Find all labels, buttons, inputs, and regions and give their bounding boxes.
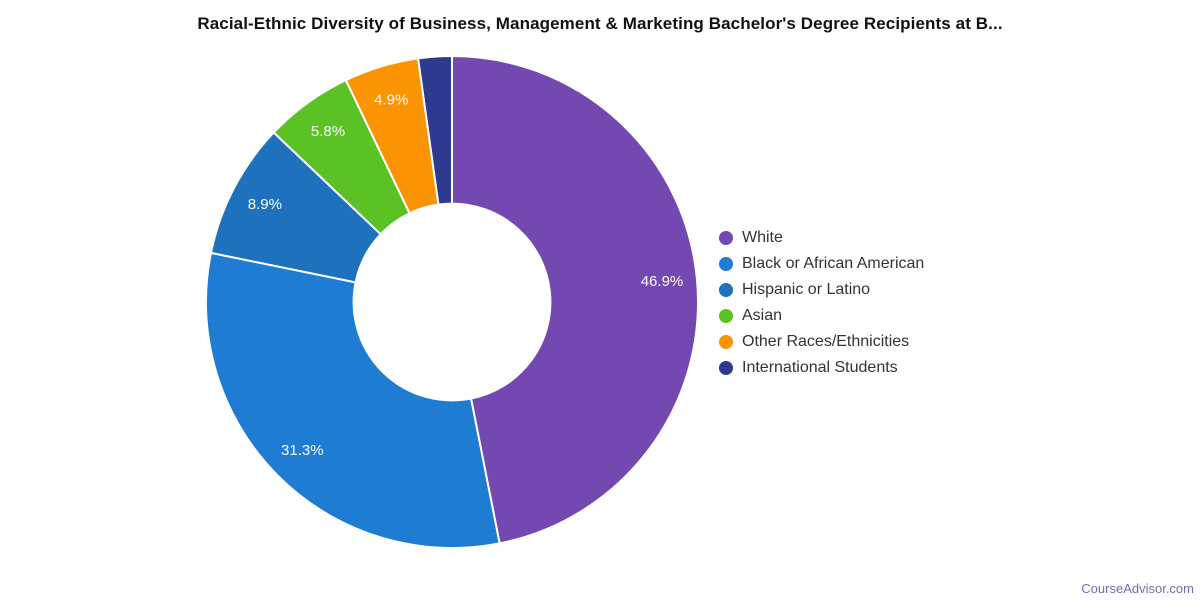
legend-dot-icon	[719, 283, 733, 297]
slice-percent-label-other-races-ethnicities: 4.9%	[374, 91, 408, 108]
legend-item-white[interactable]: White	[719, 225, 924, 251]
pie-slice-white[interactable]	[451, 55, 699, 545]
legend-label: Other Races/Ethnicities	[742, 333, 910, 350]
legend-dot-icon	[719, 309, 733, 323]
legend-label: White	[742, 229, 783, 246]
legend-item-international-students[interactable]: International Students	[719, 355, 924, 381]
legend-item-hispanic-or-latino[interactable]: Hispanic or Latino	[719, 277, 924, 303]
legend-label: Hispanic or Latino	[742, 281, 871, 298]
chart-title: Racial-Ethnic Diversity of Business, Man…	[197, 14, 1003, 33]
legend-item-other-races-ethnicities[interactable]: Other Races/Ethnicities	[719, 329, 924, 355]
chart-legend: White Black or African American Hispanic o…	[719, 225, 924, 381]
slice-percent-label-white: 46.9%	[641, 273, 684, 290]
slice-percent-label-asian: 5.8%	[311, 123, 345, 140]
slice-percent-label-hispanic-or-latino: 8.9%	[248, 196, 282, 213]
courseadvisor-watermark-link[interactable]: CourseAdvisor.com	[1081, 581, 1194, 596]
legend-dot-icon	[719, 361, 733, 375]
legend-item-asian[interactable]: Asian	[719, 303, 924, 329]
legend-label: International Students	[742, 359, 898, 376]
pie-slice-black-or-african-american[interactable]	[205, 251, 501, 549]
pie-slice-international-students[interactable]	[417, 55, 453, 206]
legend-dot-icon	[719, 231, 733, 245]
slice-percent-label-black-or-african-american: 31.3%	[281, 442, 324, 459]
legend-label: Asian	[742, 307, 783, 324]
legend-dot-icon	[719, 257, 733, 271]
legend-dot-icon	[719, 335, 733, 349]
legend-label: Black or African American	[742, 255, 925, 272]
legend-item-black-or-african-american[interactable]: Black or African American	[719, 251, 924, 277]
